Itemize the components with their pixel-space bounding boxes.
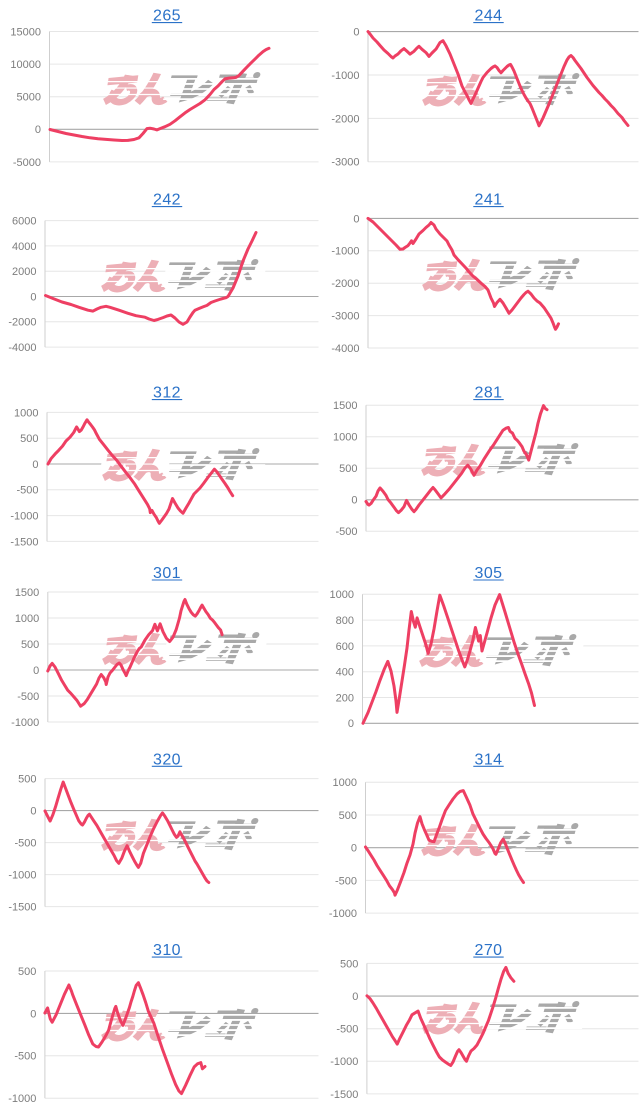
svg-text:0: 0 bbox=[351, 495, 357, 507]
svg-text:-2000: -2000 bbox=[8, 317, 36, 329]
svg-text:242: 242 bbox=[153, 192, 181, 209]
svg-text:500: 500 bbox=[18, 774, 36, 786]
svg-text:1000: 1000 bbox=[330, 589, 354, 601]
svg-text:800: 800 bbox=[336, 615, 354, 627]
svg-text:-1500: -1500 bbox=[8, 902, 36, 914]
svg-text:281: 281 bbox=[475, 385, 503, 402]
svg-text:-500: -500 bbox=[16, 485, 38, 497]
svg-text:0: 0 bbox=[351, 843, 357, 855]
svg-text:0: 0 bbox=[348, 718, 354, 730]
svg-text:-1000: -1000 bbox=[11, 717, 39, 729]
svg-text:500: 500 bbox=[21, 639, 39, 651]
svg-text:-3000: -3000 bbox=[331, 157, 359, 169]
svg-text:314: 314 bbox=[475, 751, 503, 768]
svg-text:500: 500 bbox=[20, 433, 38, 445]
svg-text:-5000: -5000 bbox=[13, 157, 41, 169]
svg-text:-2000: -2000 bbox=[331, 278, 359, 290]
svg-text:6000: 6000 bbox=[12, 216, 36, 228]
svg-text:270: 270 bbox=[475, 942, 503, 959]
svg-text:-4000: -4000 bbox=[331, 343, 359, 355]
svg-text:0: 0 bbox=[33, 665, 39, 677]
svg-text:-1000: -1000 bbox=[331, 246, 359, 258]
svg-text:305: 305 bbox=[475, 565, 503, 582]
svg-text:244: 244 bbox=[475, 8, 503, 25]
svg-text:1500: 1500 bbox=[333, 400, 357, 412]
svg-text:-1000: -1000 bbox=[8, 1093, 36, 1105]
svg-text:0: 0 bbox=[353, 27, 359, 39]
svg-text:-4000: -4000 bbox=[8, 342, 36, 354]
svg-text:500: 500 bbox=[339, 463, 357, 475]
svg-text:200: 200 bbox=[336, 692, 354, 704]
svg-text:1000: 1000 bbox=[14, 407, 38, 419]
svg-text:-500: -500 bbox=[335, 526, 357, 538]
svg-text:265: 265 bbox=[153, 8, 181, 25]
svg-text:2000: 2000 bbox=[12, 266, 36, 278]
svg-text:-1000: -1000 bbox=[331, 70, 359, 82]
svg-text:-1000: -1000 bbox=[10, 511, 38, 523]
svg-text:0: 0 bbox=[35, 124, 41, 136]
svg-text:-2000: -2000 bbox=[331, 113, 359, 125]
svg-text:10000: 10000 bbox=[10, 59, 41, 71]
svg-text:1000: 1000 bbox=[333, 432, 357, 444]
svg-text:400: 400 bbox=[336, 667, 354, 679]
svg-text:1500: 1500 bbox=[15, 587, 39, 599]
svg-text:241: 241 bbox=[475, 192, 503, 209]
svg-text:312: 312 bbox=[153, 385, 181, 402]
svg-text:-500: -500 bbox=[14, 1051, 36, 1063]
svg-text:500: 500 bbox=[340, 958, 358, 970]
svg-text:0: 0 bbox=[30, 806, 36, 818]
svg-text:4000: 4000 bbox=[12, 241, 36, 253]
svg-text:-1500: -1500 bbox=[10, 536, 38, 548]
svg-text:320: 320 bbox=[153, 751, 181, 768]
svg-text:1000: 1000 bbox=[333, 777, 357, 789]
svg-text:0: 0 bbox=[352, 991, 358, 1003]
svg-text:600: 600 bbox=[336, 641, 354, 653]
svg-text:0: 0 bbox=[30, 291, 36, 303]
svg-text:-1000: -1000 bbox=[8, 870, 36, 882]
svg-text:-1000: -1000 bbox=[329, 908, 357, 920]
svg-text:0: 0 bbox=[30, 1008, 36, 1020]
svg-text:-3000: -3000 bbox=[331, 311, 359, 323]
svg-text:0: 0 bbox=[353, 213, 359, 225]
svg-text:1000: 1000 bbox=[15, 613, 39, 625]
svg-text:-500: -500 bbox=[17, 691, 39, 703]
svg-text:15000: 15000 bbox=[10, 26, 41, 38]
svg-text:-1500: -1500 bbox=[330, 1089, 358, 1101]
svg-text:-500: -500 bbox=[14, 838, 36, 850]
svg-text:5000: 5000 bbox=[17, 92, 41, 104]
svg-text:500: 500 bbox=[339, 810, 357, 822]
svg-text:301: 301 bbox=[153, 565, 181, 582]
svg-text:310: 310 bbox=[153, 942, 181, 959]
svg-text:-1000: -1000 bbox=[330, 1056, 358, 1068]
svg-text:500: 500 bbox=[18, 966, 36, 978]
svg-text:0: 0 bbox=[32, 459, 38, 471]
svg-text:-500: -500 bbox=[335, 875, 357, 887]
svg-text:-500: -500 bbox=[336, 1024, 358, 1036]
